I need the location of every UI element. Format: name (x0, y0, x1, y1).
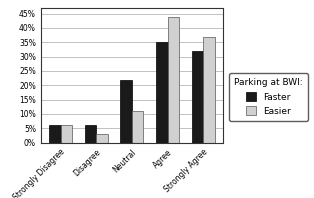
Bar (121, 80, 132, 143)
Bar (85, 125, 96, 143)
Legend: Faster, Easier: Faster, Easier (229, 73, 308, 121)
Bar (132, 111, 143, 143)
Bar (49, 125, 61, 143)
Bar (203, 37, 215, 143)
Bar (156, 42, 168, 143)
Bar (61, 125, 72, 143)
Bar (168, 16, 179, 143)
Bar (96, 134, 108, 143)
Bar (192, 51, 203, 143)
